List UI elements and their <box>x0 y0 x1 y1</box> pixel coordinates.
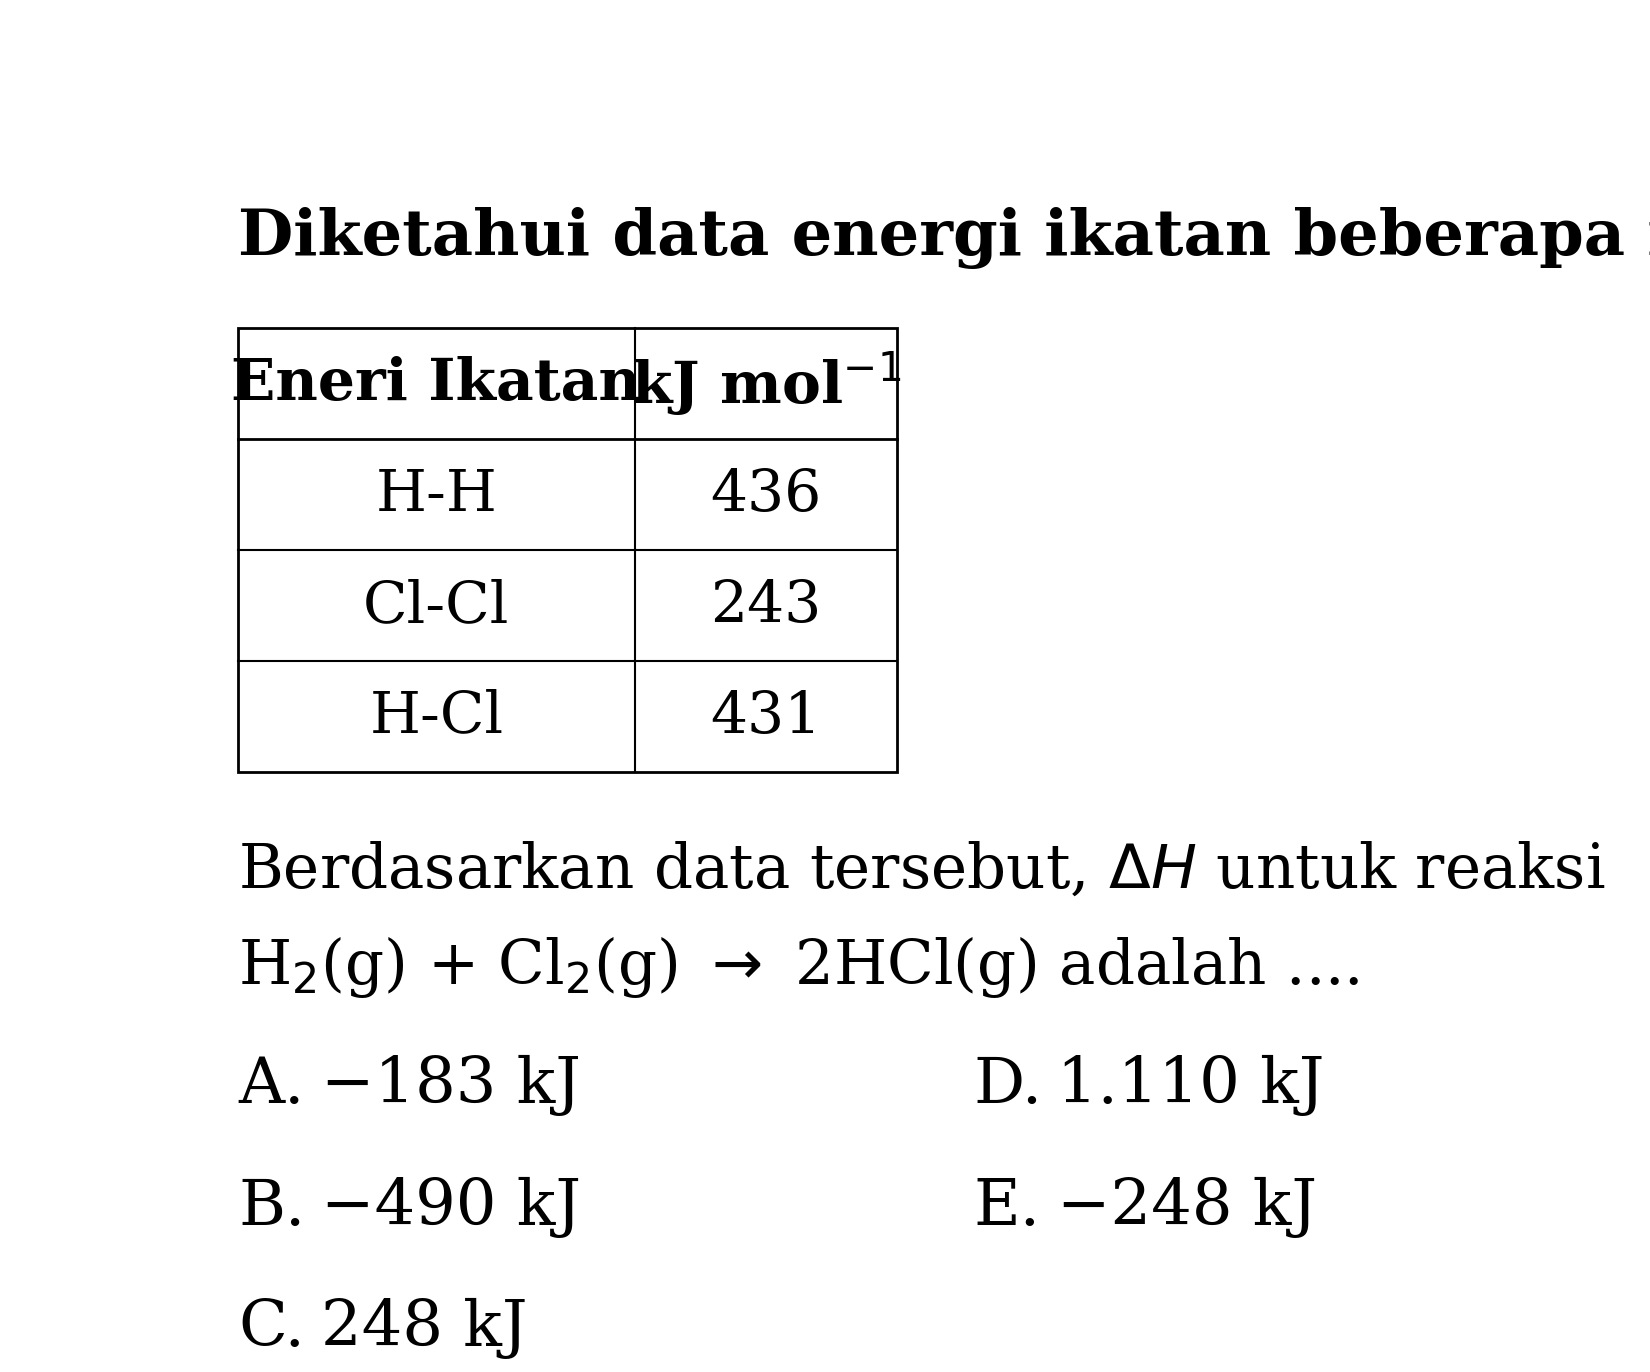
Text: Eneri Ikatan: Eneri Ikatan <box>231 355 642 412</box>
Text: −490 kJ: −490 kJ <box>322 1177 581 1238</box>
Text: 248 kJ: 248 kJ <box>322 1298 528 1360</box>
Text: H-Cl: H-Cl <box>370 689 503 745</box>
Text: Diketahui data energi ikatan beberapa molekul berikut.: Diketahui data energi ikatan beberapa mo… <box>238 207 1650 269</box>
Text: 436: 436 <box>710 466 822 523</box>
Bar <box>238 328 898 772</box>
Text: C.: C. <box>238 1298 305 1360</box>
Text: kJ mol$^{-1}$: kJ mol$^{-1}$ <box>630 350 901 418</box>
Text: H$_2$(g) + Cl$_2$(g) $\rightarrow$ 2HCl(g) adalah ....: H$_2$(g) + Cl$_2$(g) $\rightarrow$ 2HCl(… <box>238 934 1360 1000</box>
Text: D.: D. <box>974 1055 1043 1117</box>
Text: 431: 431 <box>710 689 822 745</box>
Text: 243: 243 <box>710 578 822 634</box>
Text: Cl-Cl: Cl-Cl <box>363 578 510 634</box>
Text: −183 kJ: −183 kJ <box>322 1055 581 1117</box>
Text: 1.110 kJ: 1.110 kJ <box>1056 1055 1323 1117</box>
Text: H-H: H-H <box>376 466 497 523</box>
Text: Berdasarkan data tersebut, $\Delta H$ untuk reaksi: Berdasarkan data tersebut, $\Delta H$ un… <box>238 841 1605 901</box>
Text: A.: A. <box>238 1055 305 1117</box>
Text: B.: B. <box>238 1177 305 1238</box>
Text: E.: E. <box>974 1177 1041 1238</box>
Text: −248 kJ: −248 kJ <box>1056 1177 1317 1238</box>
